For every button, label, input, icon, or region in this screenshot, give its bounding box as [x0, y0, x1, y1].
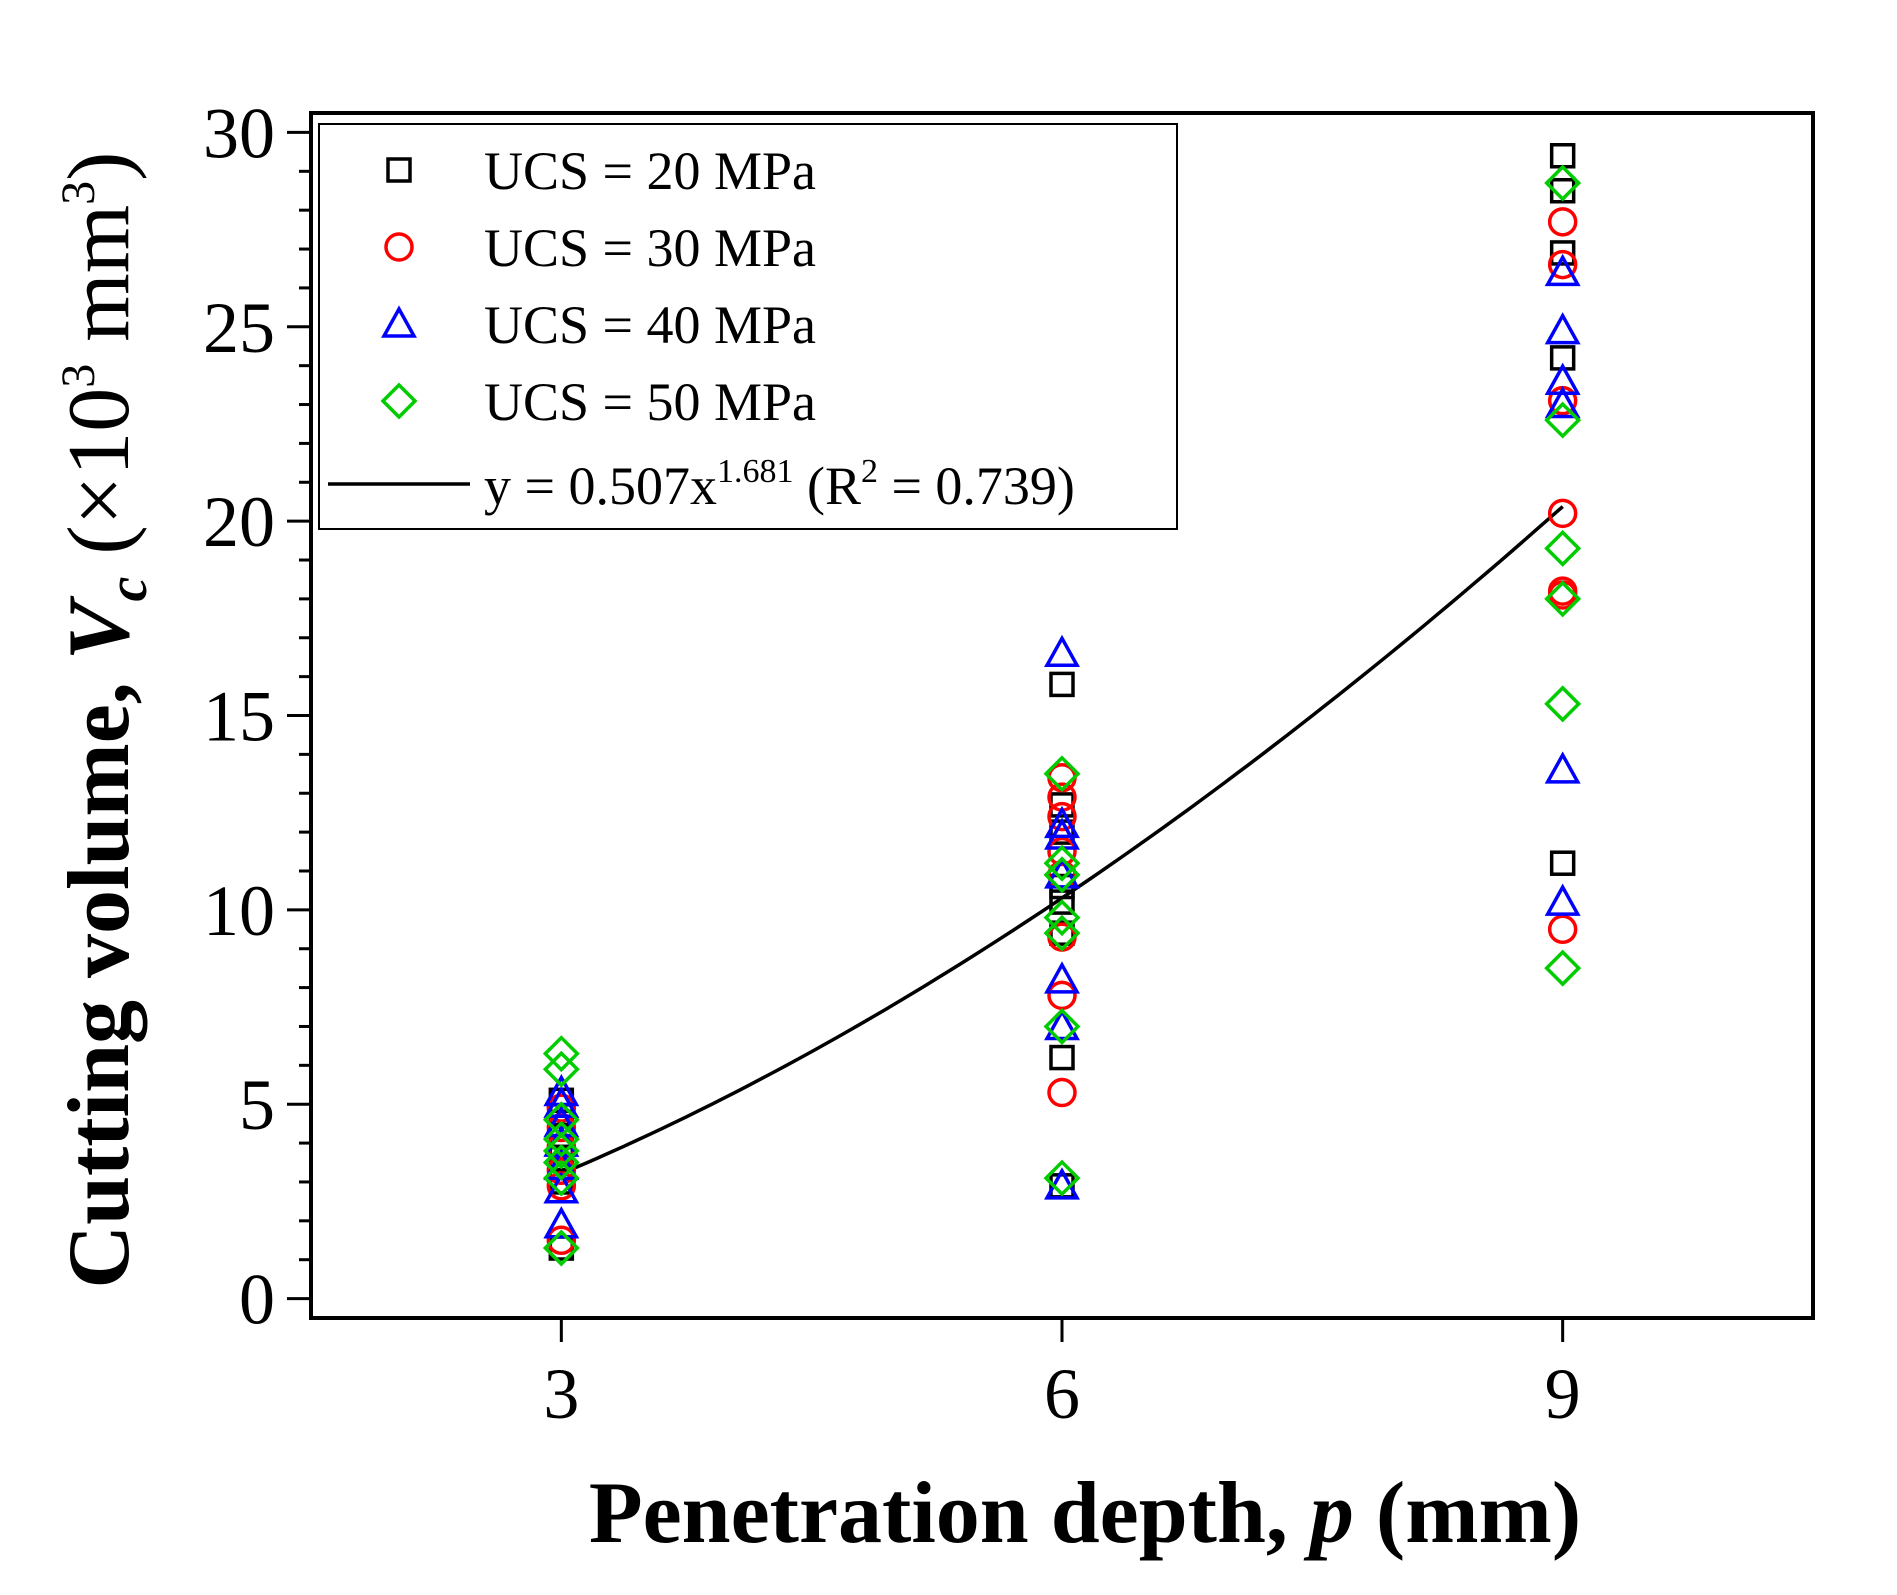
legend-entries: UCS = 20 MPa UCS = 30 MPa UCS = 40 MPa UCS …	[380, 141, 816, 432]
data-point-diamond	[542, 1050, 580, 1088]
data-point-diamond	[1544, 949, 1582, 987]
data-point-triangle	[543, 1206, 580, 1239]
legend-label-diamond: UCS = 50 MPa	[484, 372, 816, 432]
data-point-diamond	[1043, 914, 1081, 952]
data-point-diamond	[1544, 164, 1582, 202]
y-tick-label: 15	[203, 677, 275, 757]
data-point-circle	[1047, 1077, 1077, 1108]
data-point-circle	[1547, 498, 1578, 529]
x-tick-label: 3	[543, 1354, 579, 1434]
data-point-diamond	[542, 1159, 580, 1197]
data-point-triangle	[1544, 883, 1581, 916]
legend-marker-square	[386, 157, 412, 183]
y-axis: 0 5 10 15 20 25 30	[203, 93, 311, 1340]
data-point-diamond	[1544, 401, 1582, 439]
data-point-square	[1549, 177, 1576, 204]
data-point-diamond	[542, 1229, 580, 1267]
y-axis-title-unit-mm: mm	[51, 205, 148, 364]
x-axis-title-text: Penetration depth,	[589, 1465, 1310, 1562]
data-point-triangle	[1044, 961, 1080, 994]
y-axis-title-text: Cutting volume,	[51, 660, 148, 1288]
y-axis-title-subscript: c	[97, 577, 159, 602]
data-point-triangle	[1544, 751, 1581, 784]
x-tick-label: 6	[1044, 1354, 1080, 1434]
y-tick-label: 20	[203, 482, 275, 562]
data-point-square	[1049, 671, 1075, 698]
fit-label-r-exponent: 2	[861, 453, 878, 490]
data-point-triangle	[1044, 634, 1080, 668]
data-point-square	[1549, 850, 1576, 876]
fit-label-r-value: = 0.739)	[878, 456, 1075, 516]
data-points	[542, 143, 1582, 1267]
data-point-circle	[1047, 836, 1077, 867]
data-point-diamond	[542, 1120, 580, 1158]
legend-box	[318, 123, 1178, 530]
fit-label-exponent: 1.681	[717, 453, 794, 490]
y-axis-title-unit-open: (×10	[51, 388, 148, 577]
data-point-diamond	[1043, 844, 1081, 882]
legend-marker-circle	[384, 232, 414, 262]
data-point-triangle	[543, 1085, 580, 1118]
x-axis-title: Penetration depth, p (mm)	[589, 1465, 1581, 1562]
legend-marker-diamond	[380, 382, 418, 420]
y-tick-label: 0	[239, 1260, 275, 1340]
data-point-circle	[1547, 249, 1578, 280]
data-point-triangle	[1544, 362, 1581, 395]
y-tick-label: 25	[203, 288, 275, 368]
data-point-circle	[1047, 801, 1077, 832]
y-axis-title-sup1: 3	[52, 364, 105, 388]
legend-label-square: UCS = 20 MPa	[484, 141, 816, 201]
fit-label-r: (R	[793, 456, 861, 516]
data-point-circle	[1547, 576, 1578, 606]
data-point-square	[1549, 240, 1576, 266]
data-point-circle	[1547, 914, 1578, 945]
fit-label-main: y = 0.507x	[484, 456, 717, 516]
legend-marker-triangle	[381, 305, 417, 338]
y-axis-title-sup2: 3	[52, 181, 105, 205]
data-point-triangle	[1544, 253, 1581, 287]
data-point-triangle	[1044, 805, 1080, 839]
data-point-circle	[1547, 207, 1578, 237]
data-point-diamond	[1043, 1159, 1081, 1197]
data-point-circle	[546, 1225, 577, 1256]
data-point-diamond	[1544, 529, 1582, 567]
x-tick-label: 9	[1545, 1354, 1581, 1434]
y-tick-label: 30	[203, 93, 275, 173]
x-axis: 3 6 9	[543, 1318, 1581, 1434]
legend-label-fit: y = 0.507x1.681 (R2 = 0.739)	[484, 453, 1075, 516]
legend-label-circle: UCS = 30 MPa	[484, 218, 816, 278]
data-point-diamond	[1043, 755, 1081, 793]
data-point-diamond	[1043, 1007, 1081, 1045]
data-point-diamond	[542, 1101, 580, 1139]
data-point-diamond	[542, 1035, 580, 1073]
y-axis-title-variable: V	[51, 595, 148, 660]
data-point-triangle	[1544, 312, 1581, 345]
legend-label-triangle: UCS = 40 MPa	[484, 295, 816, 355]
y-tick-label: 5	[239, 1065, 275, 1145]
data-point-triangle	[1044, 1007, 1080, 1041]
y-tick-label: 10	[203, 871, 275, 951]
data-point-diamond	[1544, 580, 1582, 618]
series-diamond	[542, 164, 1582, 1267]
y-axis-title: Cutting volume, Vc (×103 mm3)	[51, 152, 159, 1289]
legend: UCS = 20 MPa UCS = 30 MPa UCS = 40 MPa UCS …	[318, 123, 1178, 530]
data-point-square	[1049, 1044, 1075, 1071]
y-axis-title-unit-close: )	[51, 152, 148, 181]
x-axis-title-variable: p	[1303, 1465, 1354, 1562]
x-axis-title-unit: (mm)	[1354, 1465, 1581, 1562]
data-point-diamond	[1544, 685, 1582, 723]
data-point-diamond	[1043, 899, 1081, 937]
data-point-triangle	[1544, 385, 1581, 419]
